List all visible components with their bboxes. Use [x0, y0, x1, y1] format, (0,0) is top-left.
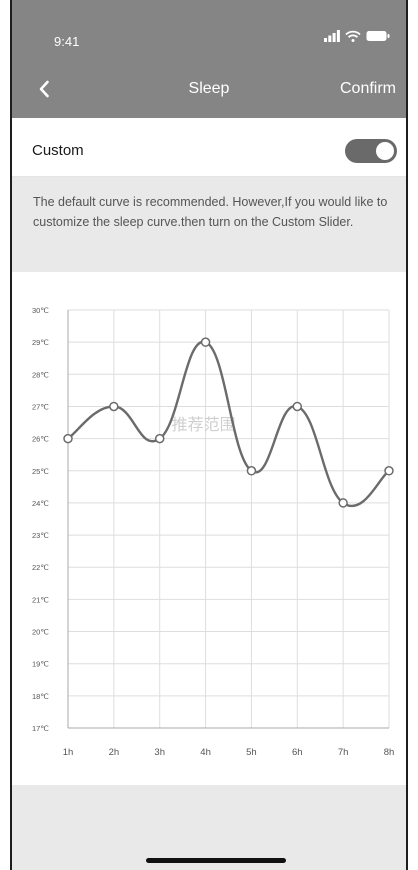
confirm-button[interactable]: Confirm	[339, 80, 396, 97]
x-tick-label: 7h	[338, 747, 349, 758]
back-button[interactable]	[30, 75, 58, 103]
x-tick-label: 6h	[292, 747, 303, 758]
x-tick-label: 2h	[109, 747, 120, 758]
battery-icon	[366, 31, 390, 41]
sleep-curve-chart[interactable]: 30℃ 29℃ 28℃ 27℃ 26℃ 25℃ 24℃ 23℃ 22℃ 21℃ 20℃ 19℃ 18℃ 1…	[12, 272, 406, 772]
y-tick-label: 22℃	[32, 563, 49, 572]
curve-point[interactable]	[246, 466, 257, 476]
recommended-range-watermark: 推荐范围	[172, 415, 236, 434]
page-title: Sleep	[188, 80, 230, 97]
status-time: 9:41	[54, 34, 80, 49]
custom-row: Custom	[12, 118, 406, 177]
signal-icon	[324, 30, 340, 42]
y-tick-label: 20℃	[32, 628, 49, 637]
y-tick-label: 19℃	[32, 660, 49, 669]
y-tick-label: 23℃	[32, 531, 49, 540]
info-text: The default curve is recommended. Howeve…	[33, 195, 388, 229]
y-tick-label: 24℃	[32, 499, 49, 508]
x-tick-label: 3h	[154, 747, 165, 758]
custom-label: Custom	[32, 142, 84, 159]
chart-grid	[67, 309, 390, 729]
phone-screen: 9:41 Sleep Confirm	[10, 0, 408, 870]
status-bar: 9:41	[12, 0, 406, 64]
curve-point[interactable]	[154, 433, 165, 444]
curve-point[interactable]	[109, 401, 119, 412]
curve-point[interactable]	[338, 498, 348, 508]
y-tick-label: 26℃	[32, 435, 49, 444]
x-tick-label: 4h	[200, 747, 211, 758]
custom-toggle[interactable]	[345, 139, 397, 163]
curve-point[interactable]	[384, 466, 394, 476]
status-icons	[324, 30, 390, 42]
sleep-curve-line	[67, 340, 390, 507]
x-tick-label: 1h	[63, 747, 74, 758]
nav-bar: Sleep Confirm	[12, 64, 406, 118]
y-tick-label: 21℃	[32, 595, 49, 604]
y-tick-label: 17℃	[32, 724, 49, 733]
y-tick-label: 18℃	[32, 692, 49, 701]
curve-point[interactable]	[63, 433, 73, 444]
y-tick-label: 30℃	[32, 306, 49, 315]
y-tick-label: 27℃	[32, 402, 49, 411]
wifi-icon	[345, 30, 361, 42]
y-tick-label: 28℃	[32, 370, 49, 379]
y-tick-label: 25℃	[32, 467, 49, 476]
x-tick-label: 8h	[384, 747, 395, 758]
x-tick-label: 5h	[246, 747, 257, 758]
home-indicator	[146, 858, 286, 863]
curve-point[interactable]	[292, 401, 303, 412]
bottom-area	[12, 785, 406, 870]
y-tick-label: 29℃	[32, 338, 49, 347]
toggle-knob	[376, 142, 394, 160]
chevron-left-icon	[39, 80, 49, 98]
curve-point[interactable]	[200, 337, 211, 347]
info-box: The default curve is recommended. Howeve…	[12, 177, 406, 272]
